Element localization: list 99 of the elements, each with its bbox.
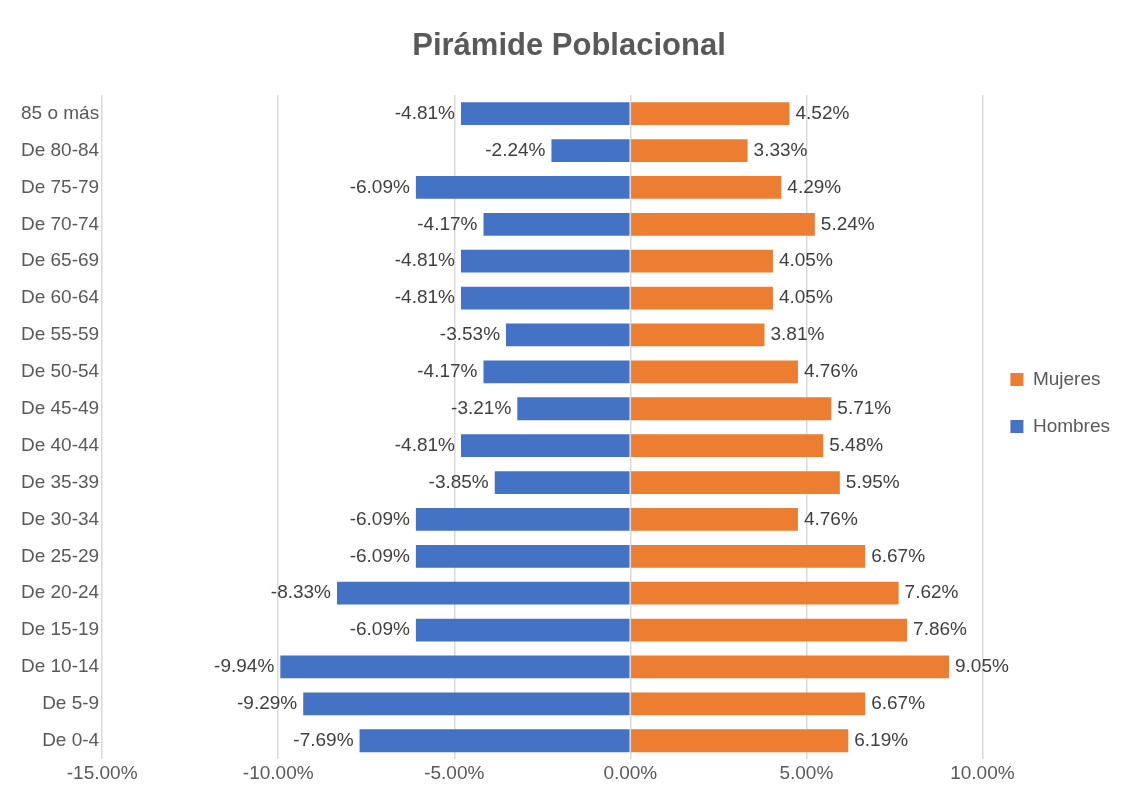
data-label: -9.29%: [237, 692, 298, 714]
bar: [631, 249, 773, 273]
bar: [631, 212, 815, 236]
data-label: -8.33%: [270, 581, 332, 603]
data-label: -6.09%: [349, 175, 410, 197]
y-tick-label: De 30-34: [20, 507, 100, 529]
data-label: -3.53%: [439, 323, 501, 345]
bar: [631, 692, 866, 716]
bar: [631, 508, 798, 531]
bar: [631, 102, 790, 126]
x-tick-label: -10.00%: [242, 761, 314, 783]
data-label: 6.67%: [871, 544, 926, 566]
bar: [631, 471, 840, 494]
data-label: -4.81%: [394, 286, 456, 308]
data-label: 4.05%: [778, 286, 833, 308]
bar: [631, 655, 949, 679]
data-label: -6.09%: [349, 507, 410, 529]
y-tick-label: De 25-29: [20, 544, 100, 566]
legend-label: Hombres: [1032, 414, 1110, 436]
data-label: 3.81%: [770, 323, 825, 345]
bar: [631, 323, 765, 347]
data-label: 3.33%: [753, 138, 808, 160]
bar: [460, 102, 630, 126]
y-tick-label: De 10-14: [20, 655, 100, 677]
bar: [517, 397, 630, 421]
bar: [631, 286, 773, 310]
y-tick-label: De 15-19: [20, 618, 100, 640]
data-label: 4.76%: [803, 360, 858, 382]
x-tick-label: -15.00%: [66, 761, 138, 783]
y-tick-label: De 55-59: [20, 323, 100, 345]
data-label: -7.69%: [293, 728, 354, 750]
bar: [359, 729, 630, 753]
bar: [460, 249, 630, 273]
data-label: -3.85%: [428, 470, 489, 492]
bar: [631, 139, 748, 162]
data-label: 5.95%: [845, 470, 900, 492]
data-label: 5.48%: [829, 433, 884, 455]
y-tick-label: De 50-54: [20, 360, 100, 382]
bar: [631, 544, 866, 568]
y-tick-label: De 60-64: [20, 286, 100, 308]
y-tick-label: De 0-4: [42, 728, 100, 750]
bar: [506, 323, 630, 347]
data-label: 4.05%: [778, 249, 833, 271]
bar: [631, 618, 908, 642]
data-label: -4.81%: [394, 433, 456, 455]
legend-label: Mujeres: [1032, 367, 1101, 389]
chart-title: Pirámide Poblacional: [412, 27, 726, 63]
data-label: -4.81%: [394, 249, 456, 271]
bar: [631, 176, 782, 199]
data-label: -4.81%: [394, 101, 456, 123]
bar: [494, 471, 630, 494]
bar: [631, 581, 899, 605]
bar: [415, 544, 630, 568]
y-tick-label: De 65-69: [20, 249, 100, 271]
data-label: 6.19%: [854, 728, 909, 750]
data-label: -6.09%: [349, 544, 410, 566]
x-tick-label: 0.00%: [603, 761, 658, 783]
bar: [280, 655, 630, 679]
data-label: 5.24%: [820, 212, 875, 234]
y-tick-label: De 45-49: [20, 396, 100, 418]
bar: [483, 212, 630, 236]
x-tick-label: 5.00%: [779, 761, 834, 783]
bar: [631, 360, 798, 384]
bar: [631, 434, 824, 458]
y-tick-label: De 75-79: [20, 175, 100, 197]
y-tick-label: De 5-9: [42, 692, 100, 714]
bar: [631, 397, 832, 421]
bar: [415, 618, 630, 642]
data-label: -2.24%: [485, 138, 546, 160]
y-tick-label: De 40-44: [20, 433, 100, 455]
bar: [631, 729, 849, 753]
data-label: -3.21%: [451, 396, 512, 418]
data-label: -4.17%: [417, 360, 478, 382]
x-tick-label: 10.00%: [950, 761, 1015, 783]
data-label: 4.76%: [803, 507, 858, 529]
y-tick-label: De 35-39: [20, 470, 100, 492]
bar: [483, 360, 630, 384]
bar: [460, 286, 630, 310]
data-label: 7.86%: [913, 618, 968, 640]
data-label: -6.09%: [349, 618, 410, 640]
bar: [415, 176, 630, 199]
bar: [415, 508, 630, 531]
x-tick-label: -5.00%: [424, 761, 485, 783]
y-tick-label: De 70-74: [20, 212, 100, 234]
data-label: 4.29%: [787, 175, 842, 197]
y-tick-label: De 80-84: [20, 138, 100, 160]
data-label: 9.05%: [954, 655, 1009, 677]
bar: [303, 692, 630, 716]
data-label: 4.52%: [795, 101, 850, 123]
y-tick-label: De 20-24: [20, 581, 100, 603]
data-label: -9.94%: [214, 655, 275, 677]
bar: [460, 434, 630, 458]
y-tick-label: 85 o más: [21, 101, 100, 123]
data-label: 7.62%: [904, 581, 959, 603]
bar: [337, 581, 630, 605]
data-label: -4.17%: [417, 212, 478, 234]
bar: [551, 139, 630, 162]
data-label: 6.67%: [871, 692, 926, 714]
data-label: 5.71%: [837, 396, 892, 418]
